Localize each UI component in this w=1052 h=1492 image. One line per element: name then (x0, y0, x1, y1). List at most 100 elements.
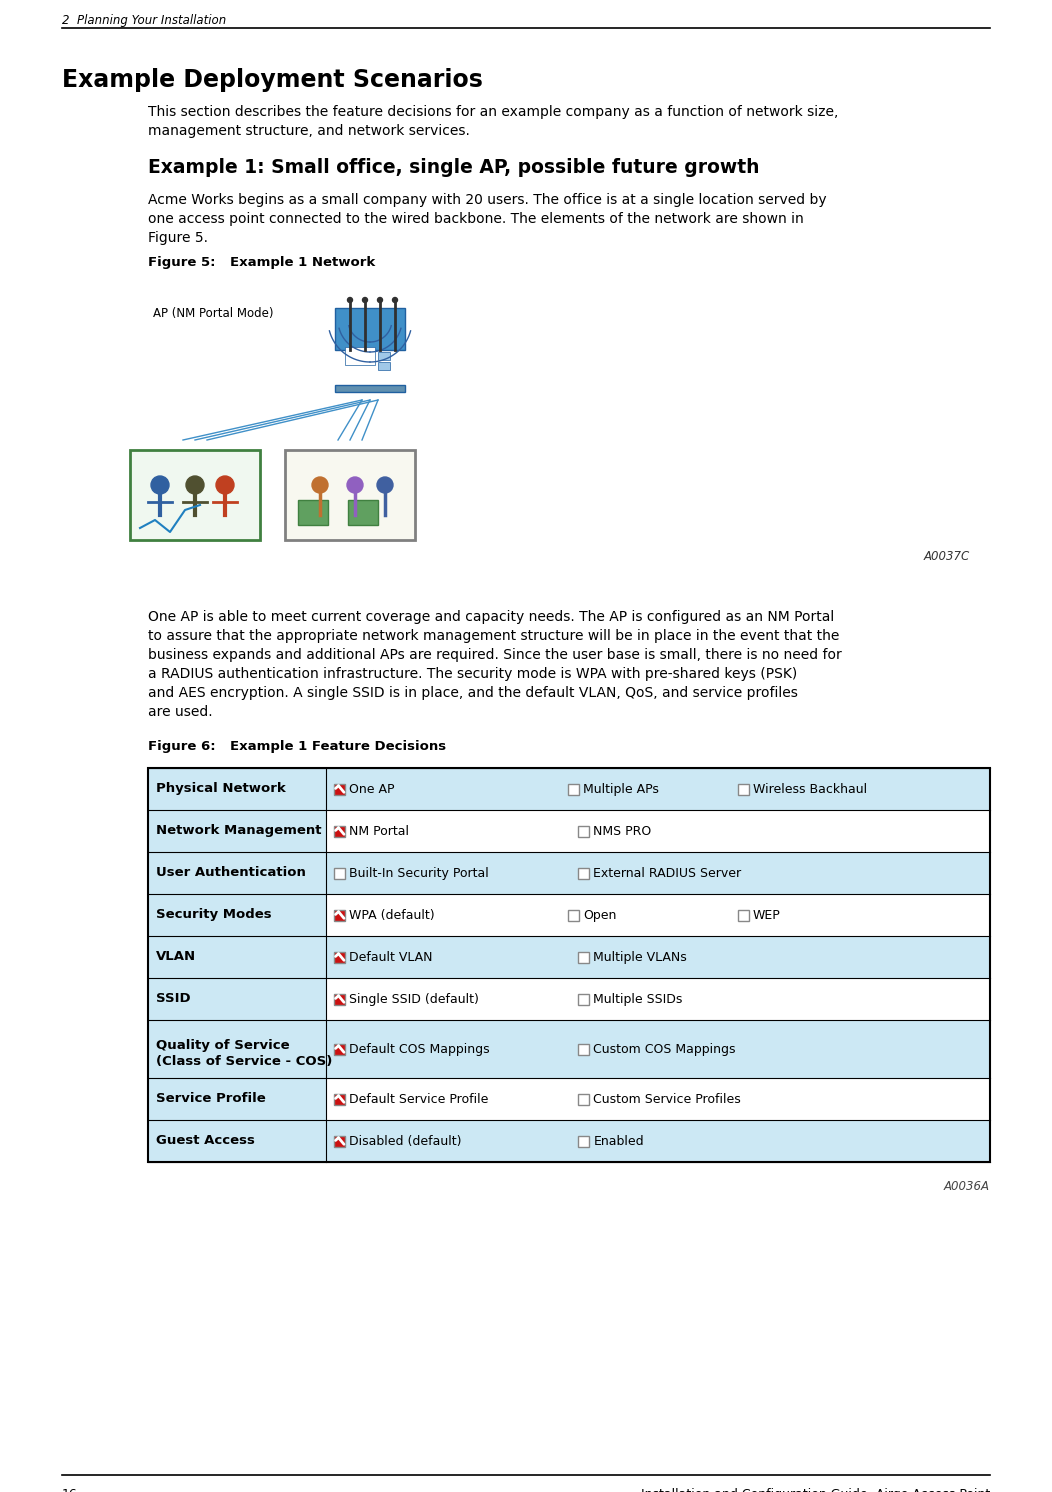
Bar (333, 910, 345, 921)
Bar (326, 810, 990, 852)
Bar (579, 994, 589, 1004)
Text: Installation and Configuration Guide: Airgo Access Point: Installation and Configuration Guide: Ai… (641, 1488, 990, 1492)
Text: Quality of Service: Quality of Service (156, 1038, 289, 1052)
Text: One AP: One AP (349, 783, 394, 797)
Bar (333, 952, 345, 962)
Text: Service Profile: Service Profile (156, 1092, 266, 1106)
Text: and AES encryption. A single SSID is in place, and the default VLAN, QoS, and se: and AES encryption. A single SSID is in … (148, 686, 797, 700)
Text: 16: 16 (62, 1488, 78, 1492)
Text: Multiple APs: Multiple APs (584, 783, 660, 797)
Bar (148, 977, 326, 1021)
Text: management structure, and network services.: management structure, and network servic… (148, 124, 470, 137)
Bar (326, 1079, 990, 1120)
Bar (333, 1135, 345, 1146)
Circle shape (392, 297, 398, 303)
Text: A0037C: A0037C (924, 551, 970, 562)
Text: Guest Access: Guest Access (156, 1134, 255, 1147)
Bar (579, 1135, 589, 1146)
Text: One AP is able to meet current coverage and capacity needs. The AP is configured: One AP is able to meet current coverage … (148, 610, 834, 624)
Text: Network Management: Network Management (156, 824, 322, 837)
Text: to assure that the appropriate network management structure will be in place in : to assure that the appropriate network m… (148, 630, 839, 643)
Bar (148, 852, 326, 894)
Bar (568, 910, 580, 921)
Bar (333, 994, 345, 1004)
Bar (345, 348, 375, 366)
Bar (148, 1079, 326, 1120)
Circle shape (312, 477, 328, 492)
Text: SSID: SSID (156, 992, 190, 1006)
Bar (326, 977, 990, 1021)
Bar (148, 768, 990, 1162)
Text: Default VLAN: Default VLAN (349, 950, 432, 964)
Circle shape (151, 476, 169, 494)
Text: Figure 6:: Figure 6: (148, 740, 216, 753)
Text: Acme Works begins as a small company with 20 users. The office is at a single lo: Acme Works begins as a small company wit… (148, 192, 827, 207)
Bar (579, 952, 589, 962)
Text: Example 1: Small office, single AP, possible future growth: Example 1: Small office, single AP, poss… (148, 158, 760, 178)
Text: Example Deployment Scenarios: Example Deployment Scenarios (62, 69, 483, 93)
Bar (326, 935, 990, 977)
Bar (148, 768, 326, 810)
Bar (378, 352, 390, 360)
Text: Security Modes: Security Modes (156, 909, 271, 921)
Bar (326, 768, 990, 810)
Bar (737, 910, 749, 921)
Text: WEP: WEP (752, 909, 781, 922)
Text: Multiple SSIDs: Multiple SSIDs (593, 994, 683, 1006)
Text: a RADIUS authentication infrastructure. The security mode is WPA with pre-shared: a RADIUS authentication infrastructure. … (148, 667, 797, 680)
Bar (579, 825, 589, 837)
Text: business expands and additional APs are required. Since the user base is small, : business expands and additional APs are … (148, 648, 842, 662)
Bar (326, 852, 990, 894)
Text: NM Portal: NM Portal (349, 825, 409, 839)
Text: (Class of Service - COS): (Class of Service - COS) (156, 1055, 332, 1068)
Text: User Authentication: User Authentication (156, 865, 306, 879)
Bar (579, 867, 589, 879)
Circle shape (378, 297, 383, 303)
Bar (326, 1120, 990, 1162)
Bar (333, 783, 345, 795)
Text: Multiple VLANs: Multiple VLANs (593, 950, 687, 964)
Bar (148, 935, 326, 977)
Bar (285, 451, 414, 540)
Text: 2  Planning Your Installation: 2 Planning Your Installation (62, 13, 226, 27)
Text: NMS PRO: NMS PRO (593, 825, 651, 839)
Bar (333, 1043, 345, 1055)
Text: Custom Service Profiles: Custom Service Profiles (593, 1094, 741, 1106)
Text: Wireless Backhaul: Wireless Backhaul (752, 783, 867, 797)
Bar (326, 894, 990, 935)
Text: This section describes the feature decisions for an example company as a functio: This section describes the feature decis… (148, 104, 838, 119)
Circle shape (377, 477, 393, 492)
Bar (148, 1120, 326, 1162)
Bar (579, 1094, 589, 1104)
Circle shape (347, 477, 363, 492)
Text: WPA (default): WPA (default) (349, 909, 434, 922)
Bar (326, 1021, 990, 1079)
Circle shape (363, 297, 367, 303)
Text: Single SSID (default): Single SSID (default) (349, 994, 479, 1006)
Text: Disabled (default): Disabled (default) (349, 1135, 462, 1147)
Bar (148, 810, 326, 852)
Circle shape (216, 476, 234, 494)
Text: External RADIUS Server: External RADIUS Server (593, 867, 742, 880)
Bar (348, 500, 378, 525)
Bar (148, 894, 326, 935)
Text: Custom COS Mappings: Custom COS Mappings (593, 1043, 735, 1056)
Bar (335, 307, 405, 351)
Text: Example 1 Network: Example 1 Network (230, 257, 376, 269)
Text: AP (NM Portal Mode): AP (NM Portal Mode) (153, 306, 274, 319)
Text: Figure 5.: Figure 5. (148, 231, 208, 245)
Text: Default Service Profile: Default Service Profile (349, 1094, 488, 1106)
Text: Enabled: Enabled (593, 1135, 644, 1147)
Circle shape (347, 297, 352, 303)
Bar (579, 1043, 589, 1055)
Text: Default COS Mappings: Default COS Mappings (349, 1043, 489, 1056)
Bar (335, 385, 405, 392)
Bar (333, 867, 345, 879)
Text: VLAN: VLAN (156, 950, 196, 962)
Bar (333, 1094, 345, 1104)
Bar (298, 500, 328, 525)
Bar (737, 783, 749, 795)
Text: Built-In Security Portal: Built-In Security Portal (349, 867, 489, 880)
Text: Open: Open (584, 909, 616, 922)
Bar (130, 451, 260, 540)
